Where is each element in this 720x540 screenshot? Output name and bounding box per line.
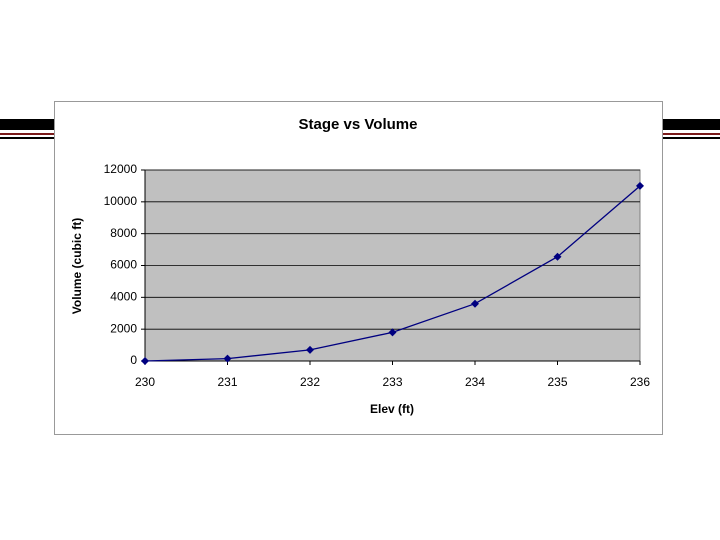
x-tick-label: 231 — [217, 375, 237, 389]
data-point — [471, 299, 479, 308]
x-tick-label: 232 — [300, 375, 320, 389]
x-tick-label: 235 — [547, 375, 567, 389]
decor-bar — [0, 137, 54, 139]
x-tick-label: 230 — [135, 375, 155, 389]
data-point — [636, 181, 644, 190]
data-point — [306, 345, 314, 354]
data-point — [553, 252, 562, 261]
y-tick-label: 4000 — [110, 290, 137, 304]
decor-left — [0, 119, 54, 139]
y-tick-label: 0 — [130, 353, 137, 367]
y-axis-label: Volume (cubic ft) — [70, 218, 84, 314]
decor-bar — [663, 133, 720, 135]
data-point — [388, 328, 397, 337]
y-tick-label: 8000 — [110, 226, 137, 240]
data-point — [223, 354, 232, 363]
decor-bar — [0, 119, 54, 130]
x-tick-label: 236 — [630, 375, 650, 389]
y-tick-label: 2000 — [110, 321, 137, 335]
x-tick-label: 233 — [382, 375, 402, 389]
y-tick-label: 6000 — [110, 258, 137, 272]
decor-bar — [663, 137, 720, 139]
decor-right — [663, 119, 720, 139]
x-tick-label: 234 — [465, 375, 485, 389]
decor-bar — [663, 119, 720, 130]
decor-bar — [0, 133, 54, 135]
chart-title: Stage vs Volume — [299, 116, 418, 133]
y-tick-label: 12000 — [104, 162, 138, 176]
y-tick-label: 10000 — [104, 194, 138, 208]
x-axis-label: Elev (ft) — [370, 402, 414, 416]
data-point — [141, 357, 149, 365]
